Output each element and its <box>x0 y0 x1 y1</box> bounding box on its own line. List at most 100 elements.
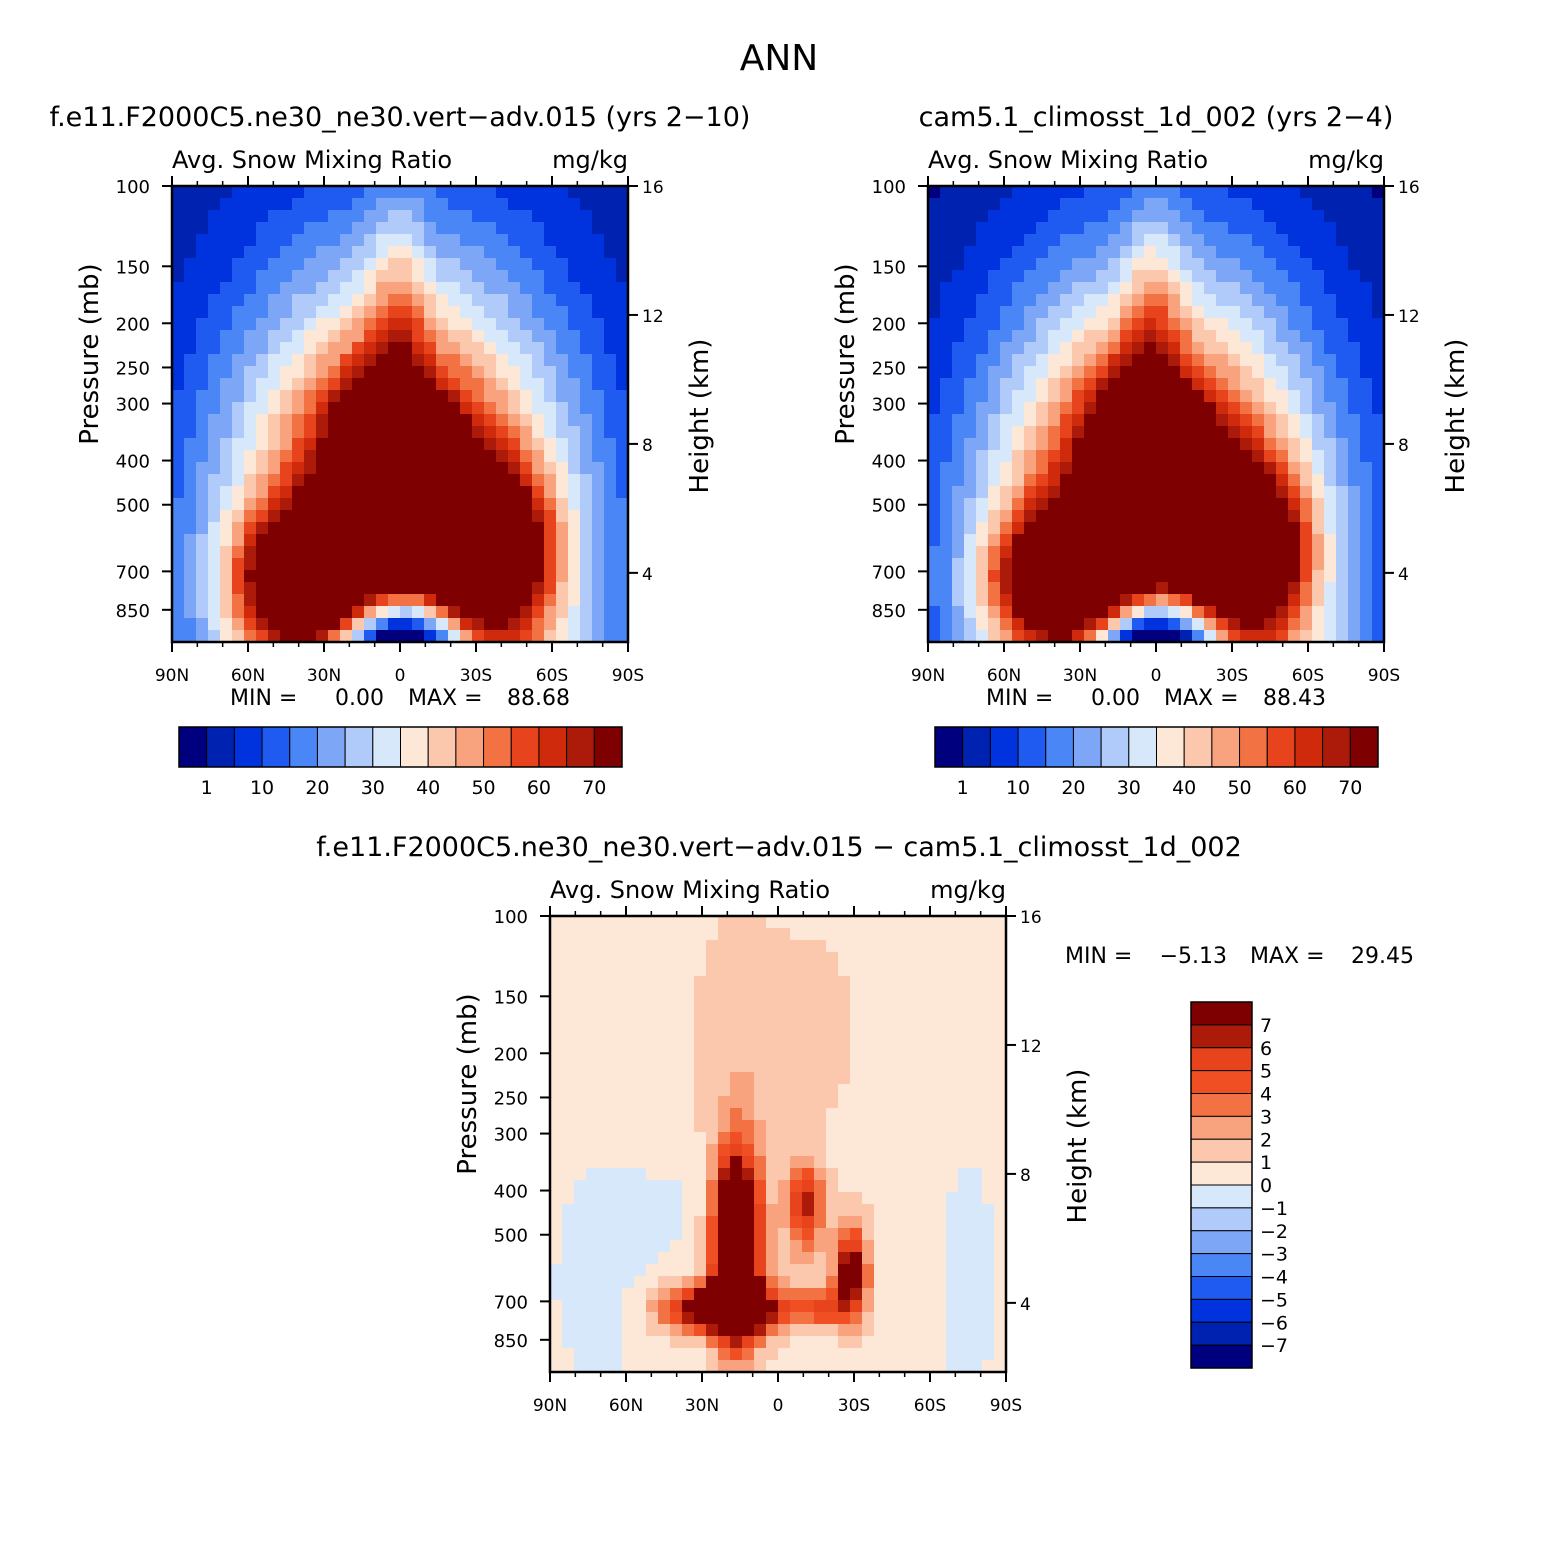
field-cell <box>874 1192 887 1205</box>
field-cell <box>1360 534 1373 547</box>
field-cell <box>328 594 341 607</box>
field-cell <box>934 1036 947 1049</box>
field-cell <box>292 414 305 427</box>
field-cell <box>256 510 269 523</box>
field-cell <box>730 1156 743 1169</box>
field-cell <box>1144 438 1157 451</box>
field-cell <box>706 940 719 953</box>
field-cell <box>886 1024 899 1037</box>
field-cell <box>982 1204 995 1217</box>
field-cell <box>256 186 269 199</box>
field-cell <box>1372 546 1384 559</box>
field-cell <box>874 1036 887 1049</box>
field-cell <box>1264 390 1277 403</box>
field-cell <box>646 1012 659 1025</box>
field-cell <box>580 546 593 559</box>
field-cell <box>544 594 557 607</box>
field-cell <box>1288 546 1301 559</box>
min-value: 0.00 <box>1091 686 1140 711</box>
field-cell <box>220 462 233 475</box>
field-cell <box>778 1276 791 1289</box>
field-cell <box>364 402 377 415</box>
field-cell <box>1108 210 1121 223</box>
field-cell <box>208 414 221 427</box>
field-cell <box>412 462 425 475</box>
field-cell <box>376 378 389 391</box>
colorbar-swatch <box>1349 726 1379 768</box>
field-cell <box>934 1048 947 1061</box>
field-cell <box>364 546 377 559</box>
field-cell <box>520 558 533 571</box>
field-cell <box>1276 546 1289 559</box>
field-cell <box>802 1264 815 1277</box>
field-cell <box>1156 510 1169 523</box>
field-cell <box>1096 270 1109 283</box>
field-cell <box>280 186 293 199</box>
field-cell <box>838 976 851 989</box>
panel-title: f.e11.F2000C5.ne30_ne30.vert−adv.015 − c… <box>316 832 1242 863</box>
field-cell <box>556 378 569 391</box>
field-cell <box>928 354 941 367</box>
field-cell <box>562 1048 575 1061</box>
field-cell <box>556 450 569 463</box>
field-cell <box>670 1324 683 1337</box>
field-cell <box>316 306 329 319</box>
field-cell <box>604 570 617 583</box>
field-cell <box>376 306 389 319</box>
field-cell <box>1156 390 1169 403</box>
field-cell <box>988 330 1001 343</box>
field-cell <box>376 534 389 547</box>
field-cell <box>1168 306 1181 319</box>
field-cell <box>1264 594 1277 607</box>
field-cell <box>1192 606 1205 619</box>
field-cell <box>682 988 695 1001</box>
field-cell <box>352 306 365 319</box>
field-cell <box>550 940 563 953</box>
field-cell <box>1348 510 1361 523</box>
field-cell <box>196 474 209 487</box>
field-cell <box>268 474 281 487</box>
field-cell <box>604 534 617 547</box>
field-cell <box>256 234 269 247</box>
y-tick-label: 250 <box>494 1088 528 1109</box>
field-cell <box>400 450 413 463</box>
field-cell <box>1048 294 1061 307</box>
field-cell <box>604 282 617 295</box>
field-cell <box>508 342 521 355</box>
field-cell <box>586 1348 599 1361</box>
field-cell <box>1288 414 1301 427</box>
field-cell <box>556 558 569 571</box>
field-cell <box>412 318 425 331</box>
field-cell <box>244 402 257 415</box>
field-cell <box>562 1240 575 1253</box>
field-cell <box>610 940 623 953</box>
field-cell <box>754 1300 767 1313</box>
field-cell <box>268 402 281 415</box>
field-cell <box>718 1336 731 1349</box>
field-cell <box>388 366 401 379</box>
colorbar-swatch <box>1017 726 1047 768</box>
field-cell <box>1048 522 1061 535</box>
field-cell <box>1108 390 1121 403</box>
field-cell <box>1060 618 1073 631</box>
field-cell <box>946 1216 959 1229</box>
field-cell <box>520 210 533 223</box>
field-cell <box>1132 198 1145 211</box>
field-cell <box>898 1156 911 1169</box>
field-cell <box>616 414 628 427</box>
field-cell <box>484 606 497 619</box>
field-cell <box>1108 426 1121 439</box>
field-cell <box>976 522 989 535</box>
field-cell <box>376 210 389 223</box>
field-cell <box>1264 486 1277 499</box>
field-cell <box>304 474 317 487</box>
field-cell <box>802 916 815 929</box>
field-cell <box>280 402 293 415</box>
field-cell <box>1264 618 1277 631</box>
field-cell <box>814 1168 827 1181</box>
field-cell <box>886 1276 899 1289</box>
field-cell <box>1336 570 1349 583</box>
field-cell <box>988 222 1001 235</box>
field-cell <box>1336 450 1349 463</box>
field-cell <box>658 1048 671 1061</box>
